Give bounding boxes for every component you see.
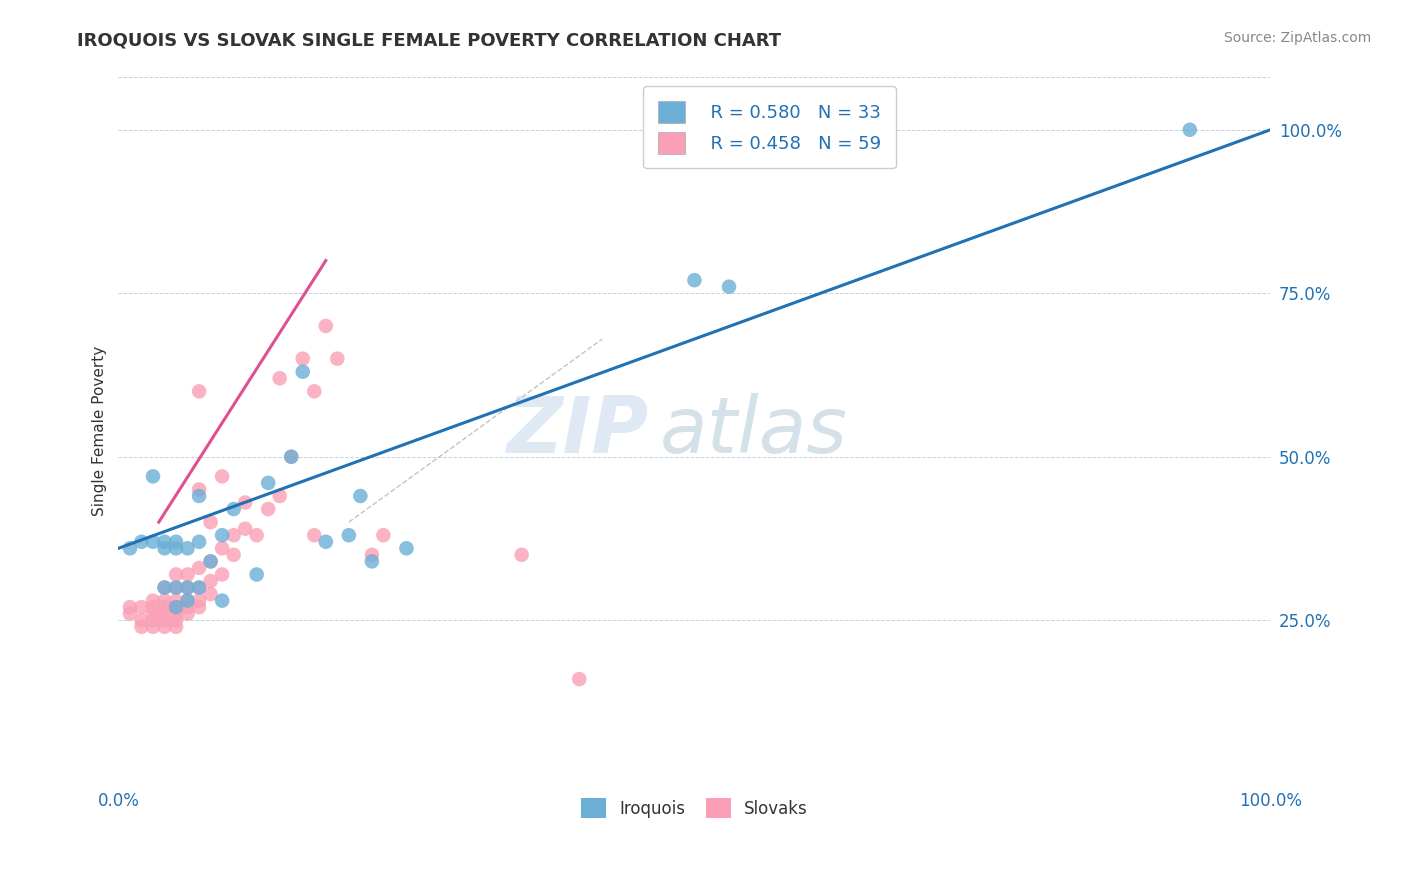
Point (222, 548, 245, 562)
Point (165, 581, 187, 595)
Point (153, 581, 176, 595)
Point (315, 534, 337, 549)
Point (153, 620, 176, 634)
Text: IROQUOIS VS SLOVAK SINGLE FEMALE POVERTY CORRELATION CHART: IROQUOIS VS SLOVAK SINGLE FEMALE POVERTY… (77, 31, 782, 49)
Point (153, 581, 176, 595)
Point (222, 528, 245, 542)
Point (280, 450, 302, 464)
Point (291, 351, 314, 366)
Point (165, 541, 187, 556)
Point (118, 541, 141, 556)
Point (304, 528, 326, 542)
Point (188, 593, 211, 607)
Point (200, 574, 222, 588)
Point (165, 593, 187, 607)
Point (373, 528, 395, 542)
Point (142, 607, 165, 621)
Point (326, 351, 349, 366)
Point (176, 593, 198, 607)
Point (269, 489, 291, 503)
Point (142, 613, 165, 627)
Point (142, 469, 165, 483)
Point (176, 581, 198, 595)
Point (188, 581, 211, 595)
Point (131, 600, 153, 615)
Point (131, 613, 153, 627)
Point (200, 587, 222, 601)
Point (337, 528, 360, 542)
Point (510, 548, 533, 562)
Point (246, 528, 269, 542)
Point (188, 489, 211, 503)
Point (360, 554, 382, 568)
Point (349, 489, 371, 503)
Point (142, 593, 165, 607)
Point (165, 581, 187, 595)
Text: ZIP: ZIP (506, 392, 648, 468)
Legend: Iroquois, Slovaks: Iroquois, Slovaks (575, 791, 814, 825)
Y-axis label: Single Female Poverty: Single Female Poverty (93, 345, 107, 516)
Point (257, 475, 280, 490)
Point (165, 613, 187, 627)
Point (176, 541, 198, 556)
Point (176, 600, 198, 615)
Point (1178, 122, 1201, 136)
Point (568, 672, 591, 686)
Point (233, 522, 256, 536)
Point (188, 534, 211, 549)
Point (222, 502, 245, 516)
Text: Source: ZipAtlas.com: Source: ZipAtlas.com (1223, 31, 1371, 45)
Point (176, 593, 198, 607)
Point (153, 593, 176, 607)
Point (269, 371, 291, 385)
Point (176, 607, 198, 621)
Point (315, 318, 337, 333)
Point (153, 607, 176, 621)
Point (142, 620, 165, 634)
Point (717, 279, 740, 293)
Point (211, 469, 233, 483)
Point (211, 593, 233, 607)
Point (280, 450, 302, 464)
Point (211, 567, 233, 582)
Point (211, 541, 233, 556)
Point (142, 600, 165, 615)
Point (165, 620, 187, 634)
Point (165, 607, 187, 621)
Point (395, 541, 418, 556)
Point (188, 600, 211, 615)
Point (176, 567, 198, 582)
Point (153, 534, 176, 549)
Point (188, 384, 211, 399)
Point (165, 567, 187, 582)
Point (118, 607, 141, 621)
Point (165, 600, 187, 615)
Point (188, 483, 211, 497)
Text: atlas: atlas (659, 392, 848, 468)
Point (188, 561, 211, 575)
Point (200, 554, 222, 568)
Point (683, 273, 706, 287)
Point (153, 613, 176, 627)
Point (188, 581, 211, 595)
Point (142, 534, 165, 549)
Point (153, 600, 176, 615)
Point (131, 620, 153, 634)
Point (200, 515, 222, 529)
Point (360, 548, 382, 562)
Point (153, 541, 176, 556)
Point (304, 384, 326, 399)
Point (118, 600, 141, 615)
Point (246, 567, 269, 582)
Point (257, 502, 280, 516)
Point (131, 534, 153, 549)
Point (165, 600, 187, 615)
Point (291, 365, 314, 379)
Point (176, 581, 198, 595)
Point (200, 554, 222, 568)
Point (233, 495, 256, 509)
Point (211, 528, 233, 542)
Point (165, 534, 187, 549)
